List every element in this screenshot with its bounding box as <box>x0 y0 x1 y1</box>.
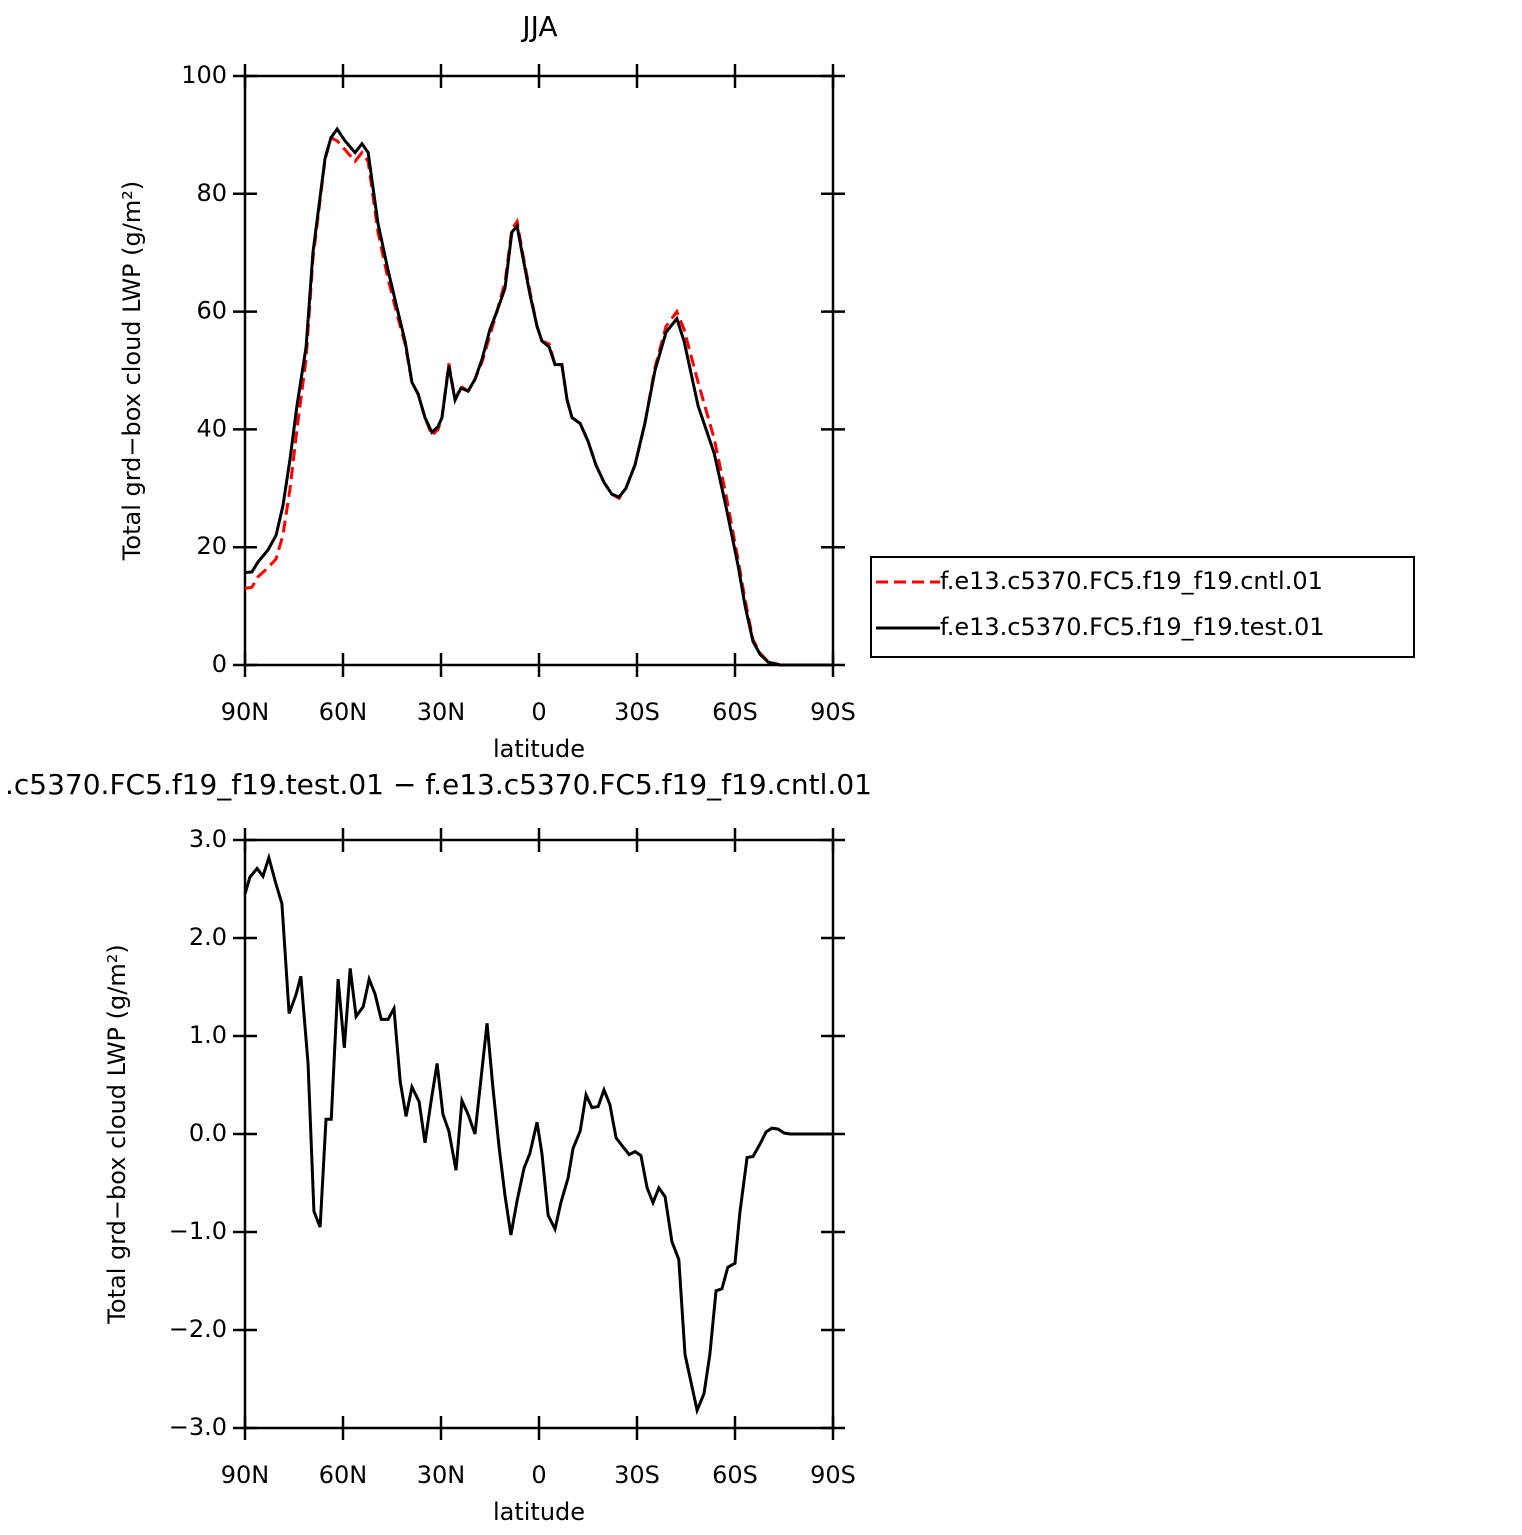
x-tick-label: 0 <box>531 698 546 726</box>
x-tick-label: 60N <box>319 698 368 726</box>
y-tick-label: 0.0 <box>189 1119 227 1147</box>
x-tick-label: 90S <box>810 698 856 726</box>
x-tick-label: 60N <box>319 1461 368 1489</box>
x-tick-label: 90N <box>221 698 270 726</box>
x-tick-label: 0 <box>531 1461 546 1489</box>
y-tick-label: −1.0 <box>169 1217 227 1245</box>
y-tick-label: 20 <box>196 532 227 560</box>
y-tick-label: 0 <box>212 650 227 678</box>
chart-title: JJA <box>520 10 557 43</box>
y-axis-label: Total grd−box cloud LWP (g/m²) <box>103 944 131 1324</box>
y-tick-label: 1.0 <box>189 1021 227 1049</box>
data-line <box>243 852 833 1416</box>
y-tick-label: 3.0 <box>189 825 227 853</box>
y-tick-label: 2.0 <box>189 923 227 951</box>
chart-title: .c5370.FC5.f19_f19.test.01 − f.e13.c5370… <box>5 768 872 801</box>
y-tick-label: 80 <box>196 179 227 207</box>
legend-box <box>870 556 1415 658</box>
x-tick-label: 60S <box>712 698 758 726</box>
x-tick-label: 60S <box>712 1461 758 1489</box>
y-tick-label: −3.0 <box>169 1413 227 1441</box>
data-line <box>244 135 833 667</box>
x-axis-label: latitude <box>493 735 585 763</box>
x-tick-label: 90S <box>810 1461 856 1489</box>
plot-frame <box>243 74 835 667</box>
x-tick-label: 30S <box>614 1461 660 1489</box>
x-tick-label: 30N <box>417 698 466 726</box>
x-tick-label: 90N <box>221 1461 270 1489</box>
x-tick-label: 30N <box>417 1461 466 1489</box>
data-line <box>244 126 833 667</box>
y-tick-label: 100 <box>181 61 227 89</box>
y-tick-label: 40 <box>196 414 227 442</box>
legend-label: f.e13.c5370.FC5.f19_f19.test.01 <box>940 613 1325 641</box>
legend-label: f.e13.c5370.FC5.f19_f19.cntl.01 <box>940 567 1323 595</box>
y-tick-label: −2.0 <box>169 1315 227 1343</box>
x-tick-label: 30S <box>614 698 660 726</box>
x-axis-label: latitude <box>493 1498 585 1526</box>
y-tick-label: 60 <box>196 297 227 325</box>
y-axis-label: Total grd−box cloud LWP (g/m²) <box>118 181 146 561</box>
